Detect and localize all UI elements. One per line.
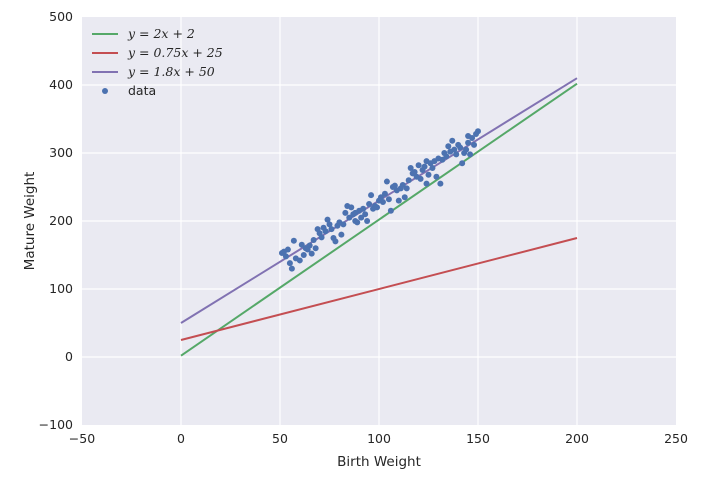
data-point bbox=[328, 226, 335, 233]
data-point bbox=[425, 171, 432, 178]
data-point bbox=[385, 196, 392, 203]
data-point bbox=[379, 198, 386, 205]
data-point bbox=[429, 164, 436, 171]
data-point bbox=[348, 204, 355, 211]
data-point bbox=[364, 218, 371, 224]
data-point bbox=[340, 221, 347, 228]
data-point bbox=[415, 162, 422, 169]
y-tick-label: 400 bbox=[49, 77, 73, 92]
legend: y = 2x + 2 y = 0.75x + 25 y = 1.8x + 50 … bbox=[92, 26, 223, 98]
data-point bbox=[286, 260, 293, 267]
data-point bbox=[411, 169, 418, 176]
x-axis-label: Birth Weight bbox=[337, 454, 421, 470]
legend-label-line-1: y = 2x + 2 bbox=[127, 26, 195, 41]
data-point bbox=[308, 250, 315, 257]
y-tick-label: 300 bbox=[49, 145, 73, 160]
y-tick-labels: −100 0 100 200 300 400 500 bbox=[39, 9, 73, 432]
data-point bbox=[342, 209, 349, 216]
x-tick-label: 100 bbox=[367, 431, 391, 446]
data-point bbox=[284, 246, 291, 253]
data-point bbox=[401, 194, 408, 201]
data-point bbox=[368, 192, 375, 199]
legend-label-data: data bbox=[128, 83, 156, 98]
data-point bbox=[324, 216, 331, 223]
data-point bbox=[445, 143, 452, 150]
data-point bbox=[465, 139, 472, 146]
data-point bbox=[387, 207, 394, 214]
data-point bbox=[467, 151, 474, 158]
y-tick-label: 0 bbox=[65, 349, 73, 364]
data-point bbox=[439, 156, 446, 163]
data-point bbox=[332, 238, 339, 245]
data-point bbox=[423, 180, 430, 187]
data-point bbox=[457, 144, 464, 151]
data-point bbox=[296, 257, 303, 264]
y-tick-label: 200 bbox=[49, 213, 73, 228]
data-point bbox=[399, 181, 406, 188]
data-point bbox=[346, 214, 353, 221]
data-point bbox=[312, 245, 319, 252]
grid bbox=[82, 17, 676, 425]
data-point bbox=[381, 190, 388, 197]
x-tick-label: 200 bbox=[565, 431, 589, 446]
data-point bbox=[403, 185, 410, 192]
x-tick-label: 50 bbox=[272, 431, 288, 446]
x-tick-label: 0 bbox=[177, 431, 185, 446]
data-point bbox=[306, 242, 313, 249]
data-point bbox=[322, 228, 329, 235]
series-line-1 bbox=[180, 82, 578, 357]
data-point bbox=[395, 197, 402, 204]
x-tick-labels: −50 0 50 100 150 200 250 bbox=[69, 431, 688, 446]
data-point bbox=[451, 146, 458, 153]
data-point bbox=[358, 214, 365, 221]
data-point bbox=[423, 158, 430, 165]
data-point bbox=[338, 231, 345, 238]
y-tick-label: 100 bbox=[49, 281, 73, 296]
data-point bbox=[310, 237, 317, 244]
data-point bbox=[407, 164, 414, 171]
data-point bbox=[366, 201, 373, 207]
data-point bbox=[465, 133, 472, 139]
data-point bbox=[449, 137, 456, 144]
data-point bbox=[437, 180, 444, 187]
data-point bbox=[433, 173, 440, 180]
y-axis-label: Mature Weight bbox=[22, 172, 38, 271]
legend-marker-data bbox=[102, 88, 108, 94]
data-point bbox=[377, 194, 384, 201]
data-point bbox=[417, 175, 424, 182]
data-point bbox=[360, 205, 367, 212]
data-point bbox=[383, 178, 390, 185]
data-point bbox=[405, 177, 412, 184]
data-point bbox=[421, 163, 428, 170]
scatter-points bbox=[278, 128, 481, 272]
legend-label-line-2: y = 0.75x + 25 bbox=[127, 45, 223, 60]
data-point bbox=[374, 204, 381, 211]
data-point bbox=[282, 253, 289, 260]
data-point bbox=[459, 160, 466, 167]
data-point bbox=[463, 146, 470, 153]
data-point bbox=[326, 221, 333, 228]
data-point bbox=[475, 128, 481, 135]
legend-label-line-3: y = 1.8x + 50 bbox=[127, 64, 215, 79]
y-tick-label: −100 bbox=[39, 417, 73, 432]
data-point bbox=[290, 237, 297, 244]
x-tick-label: −50 bbox=[69, 431, 95, 446]
data-point bbox=[391, 182, 398, 189]
data-point bbox=[352, 218, 359, 224]
data-point bbox=[443, 153, 450, 160]
data-point bbox=[453, 151, 460, 158]
data-point bbox=[288, 265, 295, 272]
data-point bbox=[471, 141, 478, 148]
data-point bbox=[362, 211, 369, 218]
data-point bbox=[318, 234, 325, 241]
x-tick-label: 150 bbox=[466, 431, 490, 446]
y-tick-label: 500 bbox=[49, 9, 73, 24]
data-point bbox=[300, 252, 307, 258]
series-line-2 bbox=[180, 237, 578, 341]
x-tick-label: 250 bbox=[664, 431, 688, 446]
data-point bbox=[298, 241, 305, 248]
